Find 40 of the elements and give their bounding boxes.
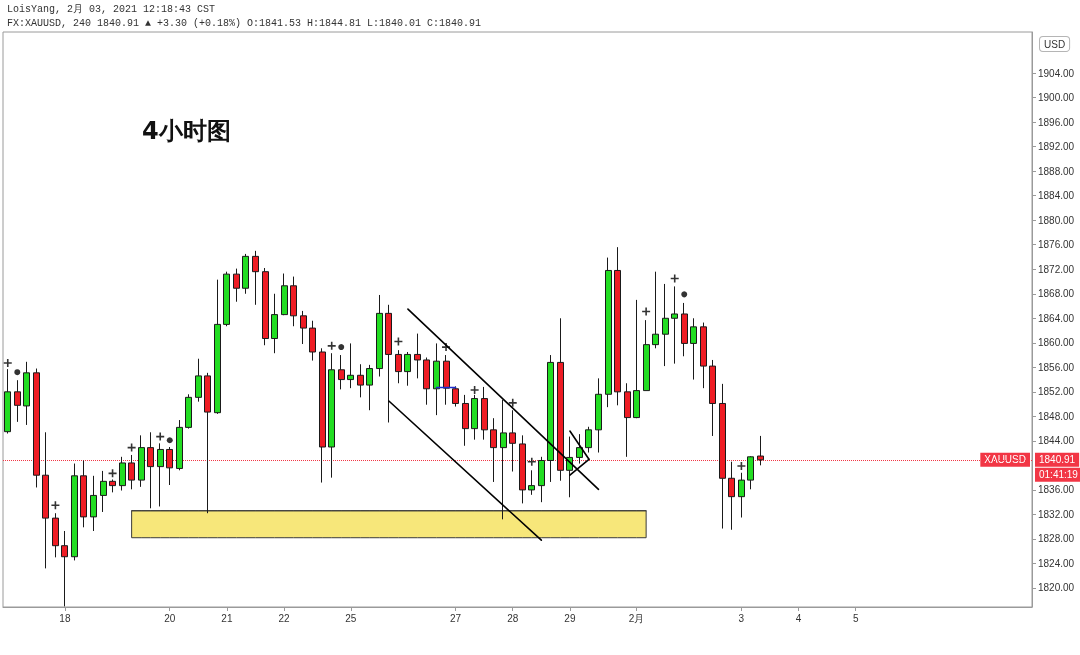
y-tick-label: 1856.00 (1038, 361, 1075, 373)
y-tick-label: 1864.00 (1038, 312, 1075, 324)
x-tick-label: 4 (795, 612, 802, 624)
text: LoisYang, 2月 03, 2021 12:18:43 CST (7, 3, 216, 15)
y-tick-label: 1876.00 (1038, 239, 1075, 251)
y-tick-label: 1872.00 (1038, 263, 1075, 275)
y-tick-label: 1832.00 (1038, 508, 1075, 520)
y-tick-label: 1888.00 (1038, 165, 1075, 177)
y-tick-label: 1884.00 (1038, 190, 1075, 202)
y-tick-label: 1820.00 (1038, 582, 1075, 594)
text: 4小时图 (142, 117, 231, 145)
y-tick-label: 1868.00 (1038, 288, 1075, 300)
ref-line-label: 1840.91 (1039, 454, 1076, 466)
y-tick-label: 1836.00 (1038, 484, 1075, 496)
y-tick-label: 1844.00 (1038, 435, 1075, 447)
x-tick-label: 3 (738, 612, 745, 624)
y-tick-label: 1892.00 (1038, 141, 1075, 153)
x-tick-label: 27 (450, 612, 462, 624)
x-tick-label: 22 (278, 612, 291, 624)
y-tick-label: 1852.00 (1038, 386, 1075, 398)
x-tick-label: 20 (164, 612, 176, 624)
x-tick-label: 5 (852, 612, 859, 624)
y-tick-label: 1896.00 (1038, 116, 1075, 128)
y-tick-label: 1904.00 (1038, 67, 1075, 79)
x-tick-label: 25 (345, 612, 357, 624)
x-tick-label: 29 (564, 612, 576, 624)
y-tick-label: 1848.00 (1038, 410, 1075, 422)
text: 01:41:19 (1039, 469, 1079, 481)
y-tick-label: 1828.00 (1038, 533, 1075, 545)
x-tick-label: 28 (507, 612, 519, 624)
y-tick-label: 1824.00 (1038, 557, 1075, 569)
y-axis-title: USD (1044, 38, 1066, 50)
annotation: XAUUSD (984, 454, 1026, 466)
y-tick-label: 1860.00 (1038, 337, 1075, 349)
x-tick-label: 2月 (628, 612, 645, 624)
x-tick-label: 18 (59, 612, 71, 624)
x-tick-label: 21 (221, 612, 233, 624)
text: FX:XAUUSD, 240 1840.91 ▲ +3.30 (+0.18%) O:1841.53 H:1844.81 L:1840.01 C:1840.91 (7, 17, 482, 29)
y-tick-label: 1900.00 (1038, 92, 1075, 104)
y-tick-label: 1880.00 (1038, 214, 1075, 226)
